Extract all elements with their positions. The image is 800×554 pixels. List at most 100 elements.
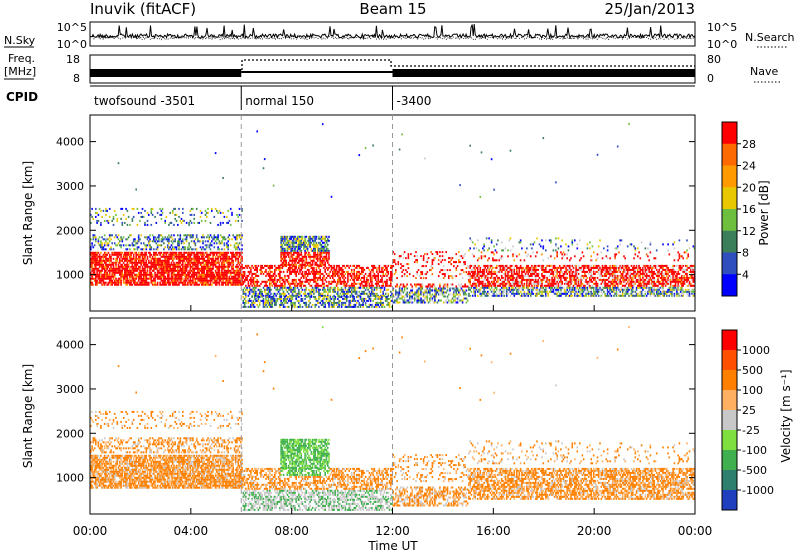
power-cell: [242, 270, 245, 273]
power-cell: [159, 271, 161, 274]
power-cell: [209, 277, 212, 280]
power-cell: [156, 257, 159, 260]
power-cell: [208, 271, 211, 274]
power-cell: [116, 255, 119, 258]
power-cell: [129, 281, 131, 284]
power-cell: [245, 294, 247, 297]
power-cell: [126, 238, 129, 241]
power-cell: [134, 257, 136, 260]
power-cell: [155, 267, 158, 270]
power-cell: [449, 289, 451, 292]
power-cell: [251, 280, 253, 283]
power-cell: [229, 207, 232, 210]
power-cell: [195, 253, 198, 256]
power-cell: [291, 292, 294, 295]
power-cell: [420, 255, 422, 258]
power-cell: [180, 217, 183, 220]
power-cell: [95, 251, 97, 254]
power-cell: [493, 288, 495, 291]
power-cell: [329, 288, 332, 291]
power-cell: [139, 261, 141, 264]
power-cell: [300, 286, 303, 289]
power-cell: [227, 236, 229, 239]
power-cell: [290, 247, 292, 250]
power-cell: [461, 257, 464, 260]
power-cell: [287, 245, 290, 248]
power-cell: [366, 286, 368, 289]
power-cell: [400, 293, 402, 296]
power-cell: [116, 281, 119, 284]
power-cell: [163, 255, 165, 258]
power-cell: [292, 249, 295, 252]
power-cell: [161, 238, 164, 241]
power-cell: [237, 273, 240, 276]
power-cell: [343, 264, 345, 267]
power-cell: [290, 249, 292, 252]
power-cell: [290, 303, 292, 306]
power-cell: [229, 273, 232, 276]
power-cell: [156, 246, 159, 249]
power-cell: [247, 270, 250, 273]
power-cell: [227, 255, 229, 258]
power-cell: [299, 278, 301, 281]
power-cell: [310, 292, 313, 295]
power-cell: [474, 270, 476, 273]
power-cell: [353, 268, 355, 271]
power-cell: [251, 284, 253, 287]
power-cell: [197, 257, 199, 260]
power-cell: [190, 240, 193, 243]
power-cell: [203, 277, 205, 280]
power-cell: [189, 246, 192, 249]
power-cell: [224, 273, 227, 276]
power-cell: [485, 268, 488, 271]
power-cell: [266, 294, 269, 297]
power-cell: [228, 275, 231, 278]
power-cell: [183, 259, 185, 262]
power-cell: [453, 291, 455, 294]
power-cell: [111, 251, 113, 254]
power-cell: [448, 301, 450, 304]
power-cell: [91, 215, 93, 218]
power-cell: [158, 244, 160, 247]
power-cell: [115, 283, 117, 286]
power-cell: [458, 291, 460, 294]
power-cell: [113, 236, 116, 239]
power-cell: [129, 248, 131, 251]
power-cell: [93, 244, 96, 247]
power-cell: [304, 301, 306, 304]
power-cell: [111, 281, 113, 284]
power-cell: [189, 236, 192, 239]
power-cell: [135, 269, 137, 272]
power-cell: [367, 278, 369, 281]
power-cell: [160, 251, 163, 254]
power-cell: [144, 277, 146, 280]
power-cell: [245, 288, 247, 291]
power-cell: [314, 249, 316, 252]
power-cell: [108, 215, 111, 218]
power-cell: [296, 305, 299, 308]
power-cell: [247, 284, 250, 287]
power-cell: [131, 279, 134, 282]
power-cell: [271, 276, 274, 279]
power-cell: [292, 235, 295, 238]
power-cell: [265, 264, 267, 267]
power-cell: [199, 273, 202, 276]
power-cell: [161, 281, 164, 284]
power-cell: [125, 277, 127, 280]
power-cell: [182, 273, 184, 276]
power-cell: [373, 272, 376, 275]
power-cell: [291, 290, 294, 293]
power-cell: [266, 272, 269, 275]
power-cell: [333, 303, 335, 306]
power-cell: [155, 248, 158, 251]
power-cell: [124, 263, 126, 266]
power-cell: [184, 283, 187, 286]
power-cell: [258, 303, 261, 306]
power-cell: [303, 239, 305, 242]
power-cell: [290, 290, 292, 293]
power-cell: [119, 269, 121, 272]
power-cell: [228, 234, 231, 237]
power-cell: [248, 299, 251, 302]
power-cell: [500, 274, 503, 277]
power-cell: [97, 238, 100, 241]
